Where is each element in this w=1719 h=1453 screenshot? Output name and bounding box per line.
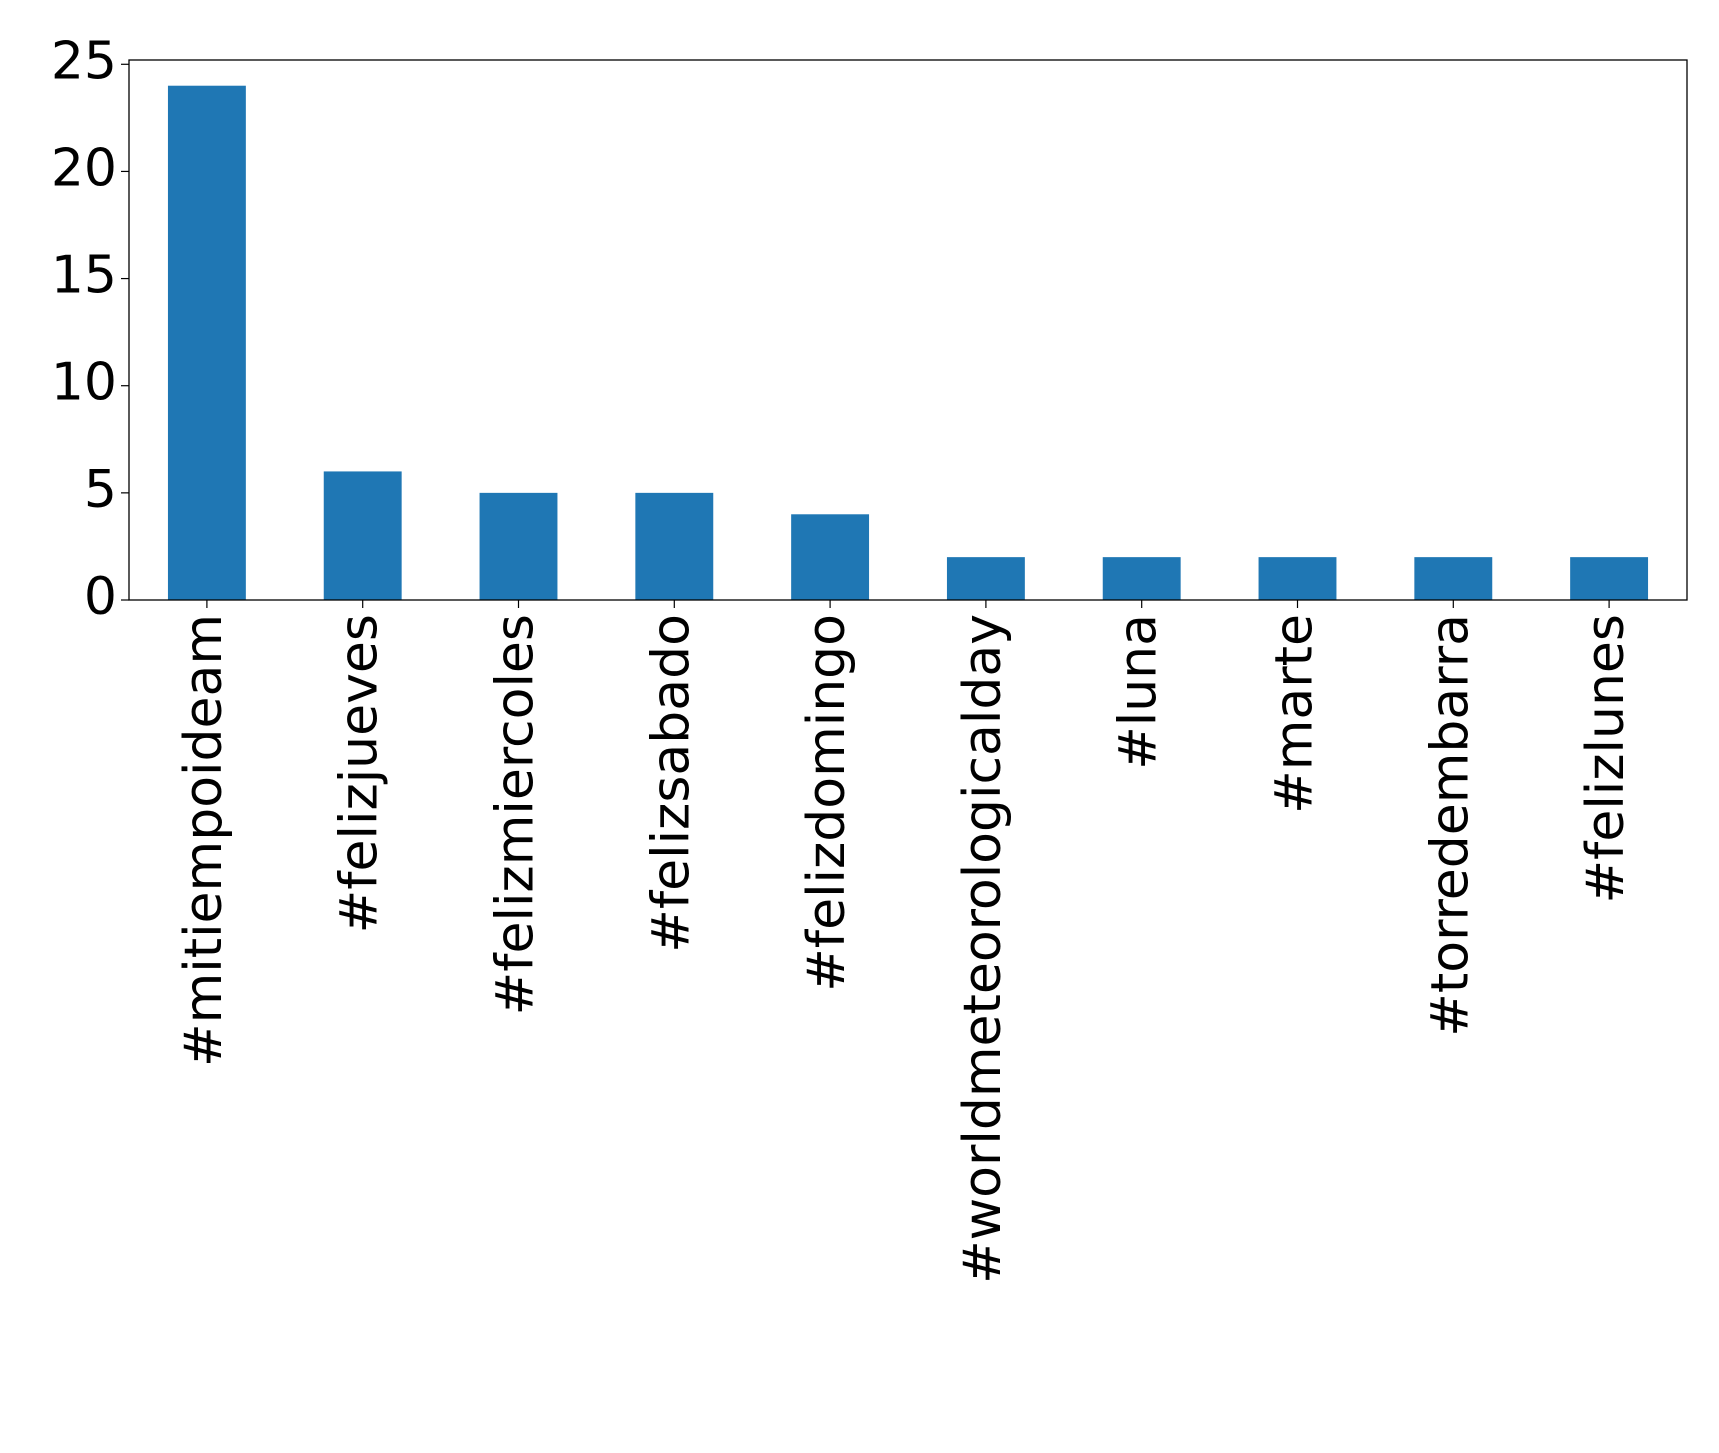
- bar: [946, 557, 1025, 600]
- bar: [323, 471, 402, 600]
- x-tick-label: #felizsabado: [641, 614, 701, 953]
- y-tick-label: 0: [84, 567, 117, 627]
- bar: [635, 492, 714, 600]
- y-tick-label: 25: [51, 31, 117, 91]
- x-tick-label: #mitiempoideam: [174, 614, 234, 1067]
- bar: [1414, 557, 1493, 600]
- y-tick-label: 5: [84, 460, 117, 520]
- bar: [1102, 557, 1181, 600]
- x-tick-label: #felizdomingo: [797, 614, 857, 992]
- x-tick-label: #felizlunes: [1576, 614, 1636, 904]
- bar: [1258, 557, 1337, 600]
- bar: [479, 492, 558, 600]
- bar: [167, 85, 246, 600]
- x-tick-label: #worldmeteorologicalday: [953, 614, 1013, 1284]
- bar: [791, 514, 870, 600]
- plot-frame: [128, 59, 1688, 601]
- x-tick-label: #marte: [1265, 614, 1325, 814]
- y-tick-label: 20: [51, 138, 117, 198]
- x-tick-label: #torredembarra: [1420, 614, 1480, 1037]
- x-tick-label: #felizmiercoles: [486, 614, 546, 1015]
- y-tick-label: 15: [51, 246, 117, 306]
- x-tick-label: #luna: [1109, 614, 1169, 770]
- y-tick-label: 10: [51, 353, 117, 413]
- x-tick-label: #felizjueves: [330, 614, 390, 933]
- bar: [1570, 557, 1649, 600]
